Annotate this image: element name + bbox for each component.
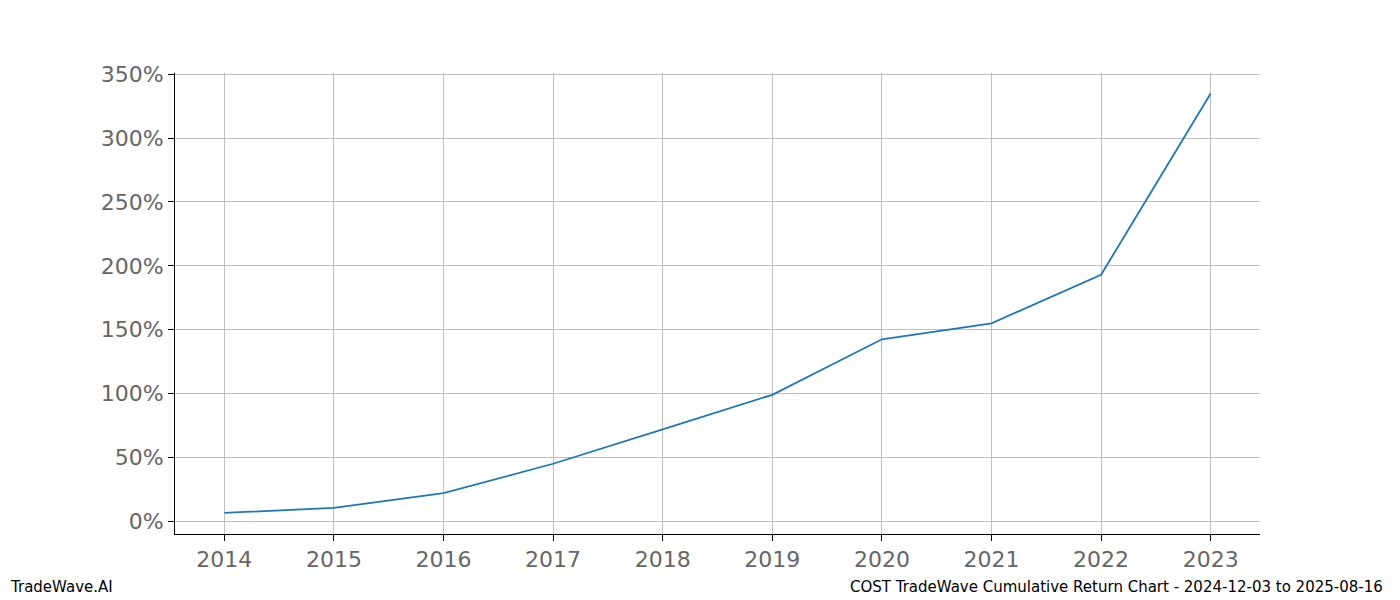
svg-text:2015: 2015 <box>306 547 362 572</box>
svg-text:TradeWave.AI: TradeWave.AI <box>10 578 113 596</box>
svg-text:0%: 0% <box>129 509 164 534</box>
svg-text:2019: 2019 <box>744 547 800 572</box>
svg-text:COST TradeWave Cumulative Retu: COST TradeWave Cumulative Return Chart -… <box>850 578 1383 596</box>
svg-text:250%: 250% <box>101 190 164 215</box>
svg-text:100%: 100% <box>101 381 164 406</box>
svg-text:2022: 2022 <box>1073 547 1129 572</box>
svg-text:2016: 2016 <box>416 547 472 572</box>
svg-text:2018: 2018 <box>635 547 691 572</box>
svg-text:50%: 50% <box>115 445 164 470</box>
svg-text:200%: 200% <box>101 254 164 279</box>
svg-text:350%: 350% <box>101 62 164 87</box>
svg-text:2023: 2023 <box>1183 547 1239 572</box>
svg-text:2017: 2017 <box>525 547 581 572</box>
svg-text:2021: 2021 <box>963 547 1019 572</box>
svg-text:2014: 2014 <box>196 547 252 572</box>
svg-text:150%: 150% <box>101 317 164 342</box>
svg-text:300%: 300% <box>101 126 164 151</box>
svg-text:2020: 2020 <box>854 547 910 572</box>
